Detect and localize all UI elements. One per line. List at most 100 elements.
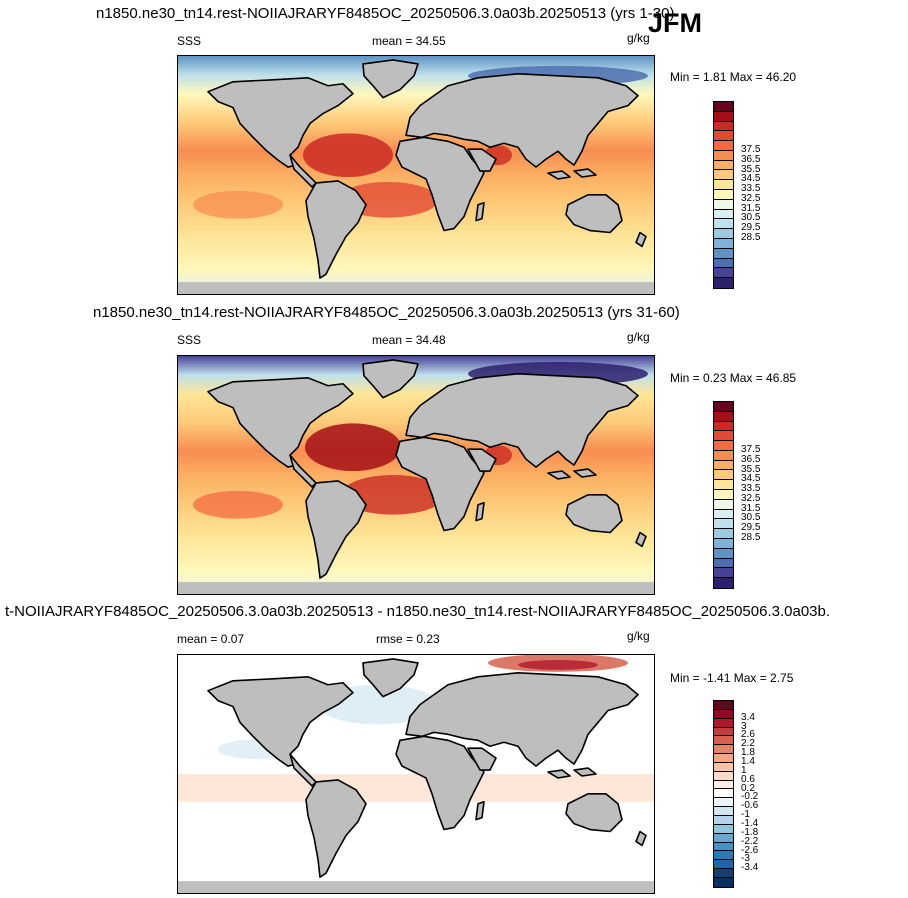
panel-3-map	[177, 654, 655, 894]
colorbar-segment	[714, 745, 733, 755]
panel-3-arctic-anomaly-core	[518, 659, 598, 670]
colorbar-tick-label: 1.8	[741, 747, 755, 759]
colorbar-segment	[714, 807, 733, 816]
colorbar-segment	[714, 180, 733, 191]
panel-2-variable-label: SSS	[177, 333, 202, 347]
colorbar-segment	[714, 877, 733, 887]
colorbar-segment	[714, 718, 733, 728]
colorbar-segment	[714, 268, 733, 279]
colorbar-tick-label: 30.5	[741, 212, 761, 224]
colorbar-segment	[714, 509, 733, 520]
colorbar-segment	[714, 780, 733, 790]
panel-3-colorbar	[713, 700, 734, 888]
colorbar-tick-label: 35.5	[741, 463, 761, 475]
colorbar-tick-label: 33.5	[741, 183, 761, 195]
panel-1-variable-label: SSS	[177, 34, 202, 48]
panel-2-mean-label: mean = 34.48	[372, 333, 446, 347]
colorbar-segment	[714, 548, 733, 559]
colorbar-segment	[714, 727, 733, 737]
panel-2-map	[177, 355, 655, 595]
panel-3-southern-band	[178, 774, 654, 802]
panel-1-mean-label: mean = 34.55	[372, 34, 446, 48]
colorbar-tick-label: 3.4	[741, 711, 755, 723]
colorbar-segment	[714, 402, 733, 412]
panel-2-north-atlantic-max	[305, 423, 401, 472]
colorbar-segment	[714, 499, 733, 510]
colorbar-segment	[714, 441, 733, 451]
colorbar-segment	[714, 131, 733, 142]
panel-3-units-label: g/kg	[627, 629, 650, 643]
colorbar-tick-label: -1.4	[741, 818, 759, 829]
panel-3-mean-label: mean = 0.07	[177, 632, 245, 646]
colorbar-segment	[714, 470, 733, 481]
colorbar-tick-label: -1.8	[741, 826, 759, 838]
colorbar-tick-label: -3.4	[741, 862, 759, 874]
colorbar-segment	[714, 209, 733, 220]
colorbar-segment	[714, 842, 733, 852]
colorbar-segment	[714, 519, 733, 530]
colorbar-segment	[714, 558, 733, 569]
colorbar-segment	[714, 141, 733, 151]
colorbar-tick-label: 2.6	[741, 729, 755, 741]
colorbar-segment	[714, 258, 733, 269]
colorbar-tick-label: -0.2	[741, 791, 759, 803]
colorbar-segment	[714, 421, 733, 432]
colorbar-tick-label: 29.5	[741, 222, 761, 234]
colorbar-segment	[714, 431, 733, 442]
colorbar-tick-label: -0.6	[741, 800, 759, 812]
colorbar-segment	[714, 754, 733, 763]
colorbar-segment	[714, 860, 733, 870]
colorbar-tick-label: 2.2	[741, 738, 755, 750]
panel-2-south-pacific-max	[193, 490, 283, 519]
colorbar-segment	[714, 170, 733, 181]
colorbar-segment	[714, 102, 733, 112]
panel-1-minmax-label: Min = 1.81 Max = 46.20	[670, 70, 797, 84]
panel-1-map-svg	[178, 56, 654, 294]
colorbar-segment	[714, 121, 733, 132]
colorbar-tick-label: 31.5	[741, 202, 761, 214]
colorbar-segment	[714, 229, 733, 239]
colorbar-segment	[714, 771, 733, 781]
colorbar-segment	[714, 762, 733, 772]
panel-2-south-atlantic-max	[341, 475, 445, 515]
panel-1-colorbar	[713, 101, 734, 289]
panel-3-title: t-NOIIAJRARYF8485OC_20250506.3.0a03b.202…	[5, 603, 831, 620]
colorbar-tick-label: 1.4	[741, 756, 755, 767]
colorbar-segment	[714, 815, 733, 825]
panel-1-map	[177, 55, 655, 295]
panel-2-minmax-label: Min = 0.23 Max = 46.85	[670, 371, 797, 385]
colorbar-segment	[714, 238, 733, 249]
colorbar-tick-label: 37.5	[741, 143, 761, 155]
colorbar-segment	[714, 490, 733, 500]
colorbar-tick-label: 34.5	[741, 473, 761, 485]
colorbar-tick-label: 3	[741, 720, 747, 732]
colorbar-segment	[714, 278, 733, 288]
colorbar-segment	[714, 411, 733, 422]
colorbar-tick-label: 32.5	[741, 192, 761, 204]
colorbar-segment	[714, 568, 733, 579]
colorbar-segment	[714, 219, 733, 230]
colorbar-segment	[714, 150, 733, 161]
colorbar-segment	[714, 160, 733, 171]
colorbar-segment	[714, 869, 733, 878]
colorbar-tick-label: 31.5	[741, 502, 761, 514]
colorbar-segment	[714, 190, 733, 200]
colorbar-tick-label: 30.5	[741, 512, 761, 524]
colorbar-tick-label: -1	[741, 809, 750, 821]
colorbar-tick-label: 0.2	[741, 782, 755, 794]
panel-1-south-pacific-max	[193, 190, 283, 219]
colorbar-tick-label: 33.5	[741, 483, 761, 495]
colorbar-tick-label: 35.5	[741, 163, 761, 175]
panel-3-rmse-label: rmse = 0.23	[376, 632, 440, 646]
colorbar-tick-label: -3	[741, 853, 750, 865]
colorbar-tick-label: 28.5	[741, 232, 761, 244]
colorbar-tick-label: 36.5	[741, 453, 761, 465]
season-label: JFM	[648, 8, 702, 38]
colorbar-segment	[714, 529, 733, 539]
colorbar-tick-label: 34.5	[741, 173, 761, 185]
colorbar-segment	[714, 578, 733, 588]
colorbar-tick-label: -2.6	[741, 844, 759, 856]
panel-1-units-label: g/kg	[627, 31, 650, 45]
colorbar-segment	[714, 789, 733, 799]
colorbar-segment	[714, 851, 733, 861]
